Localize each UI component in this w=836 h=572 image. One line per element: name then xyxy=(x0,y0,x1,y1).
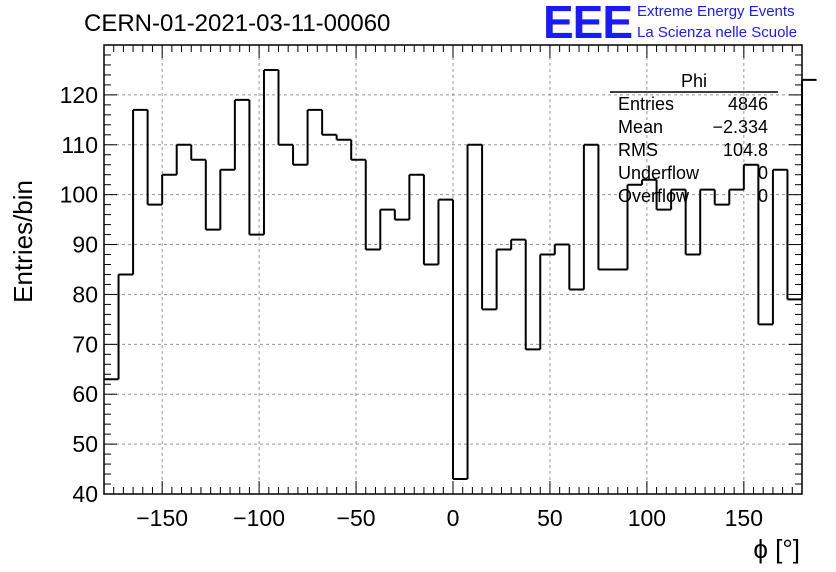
stats-box: Phi Entries 4846 Mean −2.334 RMS 104.8 Underfl… xyxy=(610,71,778,206)
histogram-bin xyxy=(248,99,264,236)
stats-rows: Entries 4846 Mean −2.334 RMS 104.8 Underflow 0 O… xyxy=(618,94,768,206)
histogram-bin xyxy=(597,144,613,271)
histogram-bin xyxy=(233,98,250,170)
histogram-bin xyxy=(641,178,657,185)
logo-text-line2: La Scienza nelle Scuole xyxy=(637,24,798,41)
y-tick-label: 60 xyxy=(72,381,98,407)
histogram-bin xyxy=(146,109,163,206)
histogram-bin xyxy=(393,209,410,221)
logo-text-line1: Extreme Energy Events xyxy=(637,3,795,20)
histogram-bin xyxy=(786,169,802,301)
histogram-bin xyxy=(757,164,773,326)
stats-row-value: −2.334 xyxy=(712,117,768,137)
x-tick-label: 50 xyxy=(537,505,563,531)
x-tick-label: −150 xyxy=(136,505,188,531)
histogram-bin xyxy=(568,244,584,291)
histogram-bin xyxy=(422,174,439,266)
histogram-bin xyxy=(379,208,395,250)
histogram-bin xyxy=(437,198,453,265)
histogram-bin xyxy=(713,189,730,206)
histogram-bin xyxy=(481,144,497,311)
histogram-bin xyxy=(655,179,672,211)
histogram-bin xyxy=(524,239,541,351)
histogram-bin xyxy=(306,108,323,165)
histogram-bin xyxy=(452,199,468,481)
histogram-bin xyxy=(539,253,555,350)
histogram-bin xyxy=(771,168,788,325)
histogram-bin xyxy=(801,78,817,300)
stats-row-label: Underflow xyxy=(618,163,700,183)
histogram-bin xyxy=(132,108,148,275)
y-tick-label: 50 xyxy=(72,431,98,457)
y-tick-label: 70 xyxy=(72,331,98,357)
eee-logo: EEE xyxy=(543,0,633,48)
chart-title: CERN-01-2021-03-11-00060 xyxy=(84,10,391,37)
stats-row-label: Mean xyxy=(618,117,663,137)
x-tick-labels: −150 −100 −50 0 50 100 150 xyxy=(136,505,763,531)
stats-row-label: Overflow xyxy=(618,186,690,206)
histogram-bin xyxy=(117,273,134,380)
x-axis-label: ϕ [°] xyxy=(753,534,800,564)
x-tick-label: −50 xyxy=(337,505,376,531)
stats-row-value: 4846 xyxy=(728,94,768,114)
histogram-bin xyxy=(321,109,337,136)
histogram-bin xyxy=(495,248,512,310)
histogram-bin xyxy=(699,188,715,255)
histogram-bin xyxy=(292,144,308,166)
histogram-bin xyxy=(204,159,221,231)
histogram-bin xyxy=(728,188,744,205)
histogram-bin xyxy=(626,183,643,270)
histogram-bin xyxy=(161,173,177,205)
histogram-bin xyxy=(510,238,526,250)
axis-ticks xyxy=(104,45,802,494)
stats-box-title: Phi xyxy=(681,71,707,91)
y-tick-label: 90 xyxy=(72,232,98,258)
histogram-bin xyxy=(670,188,686,210)
x-tick-label: 100 xyxy=(628,505,666,531)
histogram-bin xyxy=(582,143,599,290)
y-tick-label: 40 xyxy=(72,481,98,507)
stats-row-label: Entries xyxy=(618,94,674,114)
histogram-bin xyxy=(684,189,701,256)
histogram-bin xyxy=(364,159,381,251)
histogram-bin xyxy=(335,134,352,141)
y-axis-label: Entries/bin xyxy=(8,180,38,303)
y-tick-label: 110 xyxy=(61,132,98,158)
x-tick-label: 150 xyxy=(725,505,763,531)
x-tick-label: 0 xyxy=(447,505,460,531)
y-tick-label: 120 xyxy=(60,82,98,108)
histogram-bin xyxy=(262,68,279,235)
histogram-bin xyxy=(190,144,206,161)
histogram-bin xyxy=(466,143,483,480)
x-tick-label: −100 xyxy=(233,505,285,531)
stats-row-value: 0 xyxy=(758,163,768,183)
stats-row-value: 0 xyxy=(758,186,768,206)
y-tick-labels: 40 50 60 70 80 90 100 110 120 xyxy=(60,82,98,507)
histogram-bin xyxy=(553,243,570,255)
histogram-bin xyxy=(277,69,294,146)
histogram-bars xyxy=(104,68,817,481)
y-tick-label: 80 xyxy=(72,281,98,307)
histogram-bin xyxy=(408,173,424,220)
histogram-bin xyxy=(742,163,759,190)
histogram-bin xyxy=(175,143,192,175)
stats-row-label: RMS xyxy=(618,140,658,160)
histogram-bin xyxy=(219,168,235,230)
stats-row-value: 104.8 xyxy=(723,140,768,160)
y-tick-label: 100 xyxy=(60,182,98,208)
histogram-bin xyxy=(350,139,366,161)
